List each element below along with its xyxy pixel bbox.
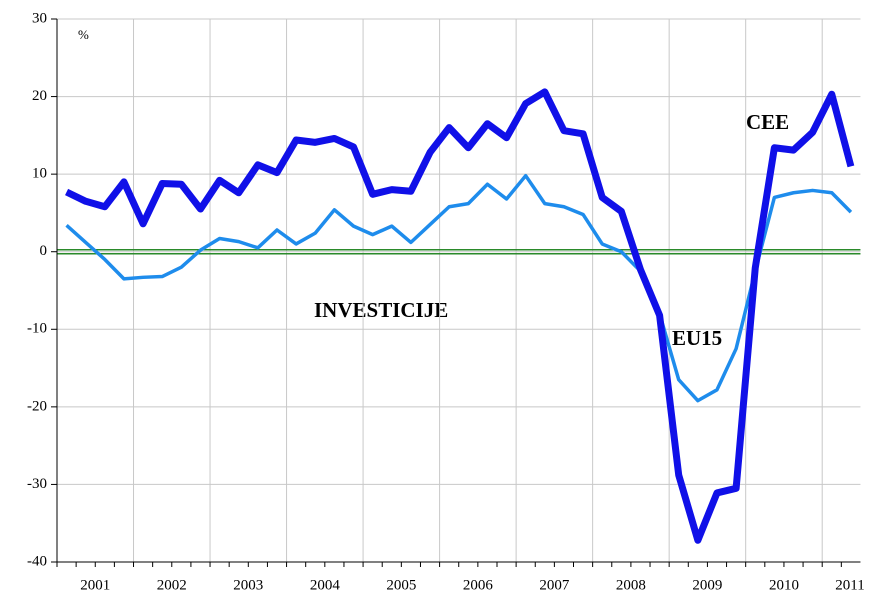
x-tick-label: 2004 bbox=[310, 577, 341, 593]
x-tick-label: 2007 bbox=[539, 577, 570, 593]
y-tick-label: 0 bbox=[40, 243, 48, 259]
annotation: CEE bbox=[746, 110, 789, 134]
series-line bbox=[65, 88, 855, 544]
y-tick-label: 10 bbox=[32, 166, 47, 182]
x-tick-label: 2008 bbox=[616, 577, 646, 593]
y-tick-label: -30 bbox=[27, 476, 47, 492]
y-tick-label: -40 bbox=[27, 553, 47, 569]
x-tick-label: 2003 bbox=[233, 577, 263, 593]
x-tick-label: 2002 bbox=[157, 577, 187, 593]
y-tick-label: 20 bbox=[32, 88, 47, 104]
annotation: INVESTICIJE bbox=[314, 298, 448, 322]
x-tick-label: 2009 bbox=[692, 577, 722, 593]
y-tick-label: -10 bbox=[27, 321, 47, 337]
y-unit: % bbox=[78, 27, 89, 42]
x-tick-label: 2001 bbox=[80, 577, 110, 593]
annotation: EU15 bbox=[672, 326, 722, 350]
y-tick-label: 30 bbox=[32, 10, 47, 26]
x-tick-label: 2010 bbox=[769, 577, 799, 593]
y-tick-label: -20 bbox=[27, 398, 47, 414]
x-tick-label: 2011 bbox=[835, 577, 864, 593]
x-tick-label: 2006 bbox=[463, 577, 494, 593]
x-tick-label: 2005 bbox=[386, 577, 416, 593]
series-line bbox=[65, 173, 853, 403]
